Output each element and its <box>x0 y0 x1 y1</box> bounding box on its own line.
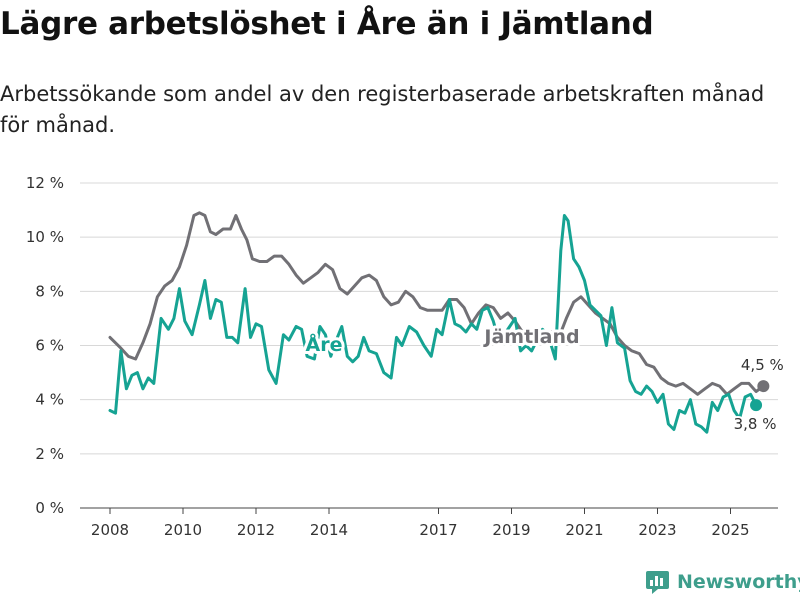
y-tick-label: 6 % <box>35 337 64 355</box>
y-tick-label: 8 % <box>35 282 64 300</box>
jamtland-end-value-label: 4,5 % <box>741 356 784 374</box>
jamtland-line <box>108 211 765 396</box>
chart-subtitle: Arbetssökande som andel av den registerb… <box>0 82 765 137</box>
y-tick-label: 12 % <box>26 174 64 192</box>
x-tick-label: 2012 <box>237 521 275 539</box>
jamtland-series-label: Jämtland <box>482 326 579 348</box>
are-end-value-label: 3,8 % <box>734 415 777 433</box>
y-tick-label: 4 % <box>35 391 64 409</box>
y-tick-label: 10 % <box>26 228 64 246</box>
x-tick-label: 2014 <box>310 521 348 539</box>
x-tick-label: 2025 <box>711 521 749 539</box>
x-tick-label: 2010 <box>164 521 202 539</box>
x-tick-label: 2017 <box>419 521 457 539</box>
jamtland-end-point <box>757 380 770 393</box>
are-end-point <box>750 399 763 412</box>
brand-name: Newsworthy <box>677 571 800 593</box>
are-line <box>108 214 758 434</box>
y-tick-label: 2 % <box>35 445 64 463</box>
are-series-label: Åre <box>306 332 343 356</box>
x-tick-label: 2008 <box>91 521 129 539</box>
x-tick-label: 2021 <box>565 521 603 539</box>
x-tick-label: 2019 <box>492 521 530 539</box>
brand-logo: Newsworthy <box>645 569 800 595</box>
chart-title: Lägre arbetslöshet i Åre än i Jämtland <box>0 6 654 42</box>
newsworthy-logo-icon <box>646 571 669 594</box>
x-tick-label: 2023 <box>638 521 676 539</box>
y-tick-label: 0 % <box>35 499 64 517</box>
